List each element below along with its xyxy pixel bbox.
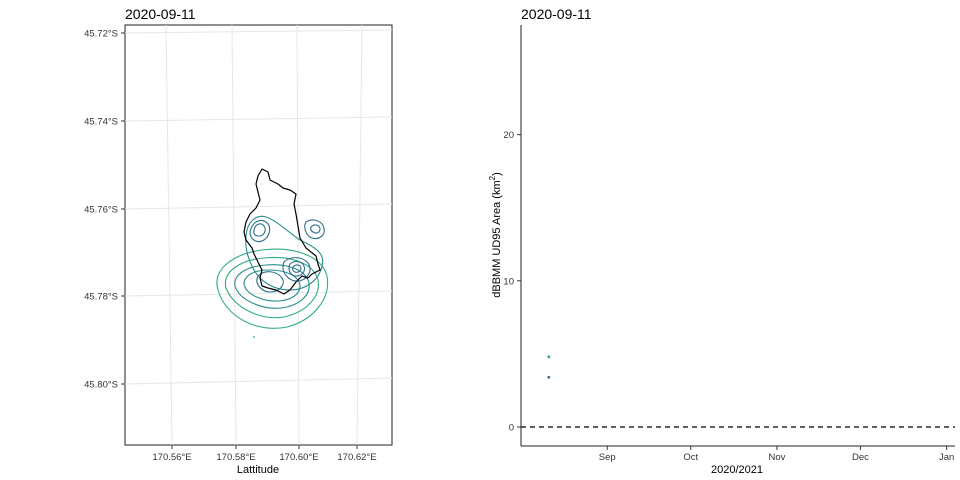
map-x-tick-label: 170.62°E [337, 452, 376, 463]
area-y-tick-label: 10 [503, 276, 514, 287]
map-graticule [124, 24, 393, 446]
map-x-tick-labels: 170.56°E 170.58°E 170.60°E 170.62°E [152, 445, 377, 463]
ud-contour-line [304, 219, 325, 240]
ud-contour-line [249, 219, 271, 243]
area-y-axis-label: dBBMM UD95 Area (km2) [488, 172, 503, 298]
map-y-tick-label: 45.76°S [84, 205, 118, 216]
area-x-tick-label: Sep [599, 452, 616, 463]
ud-contours [216, 215, 329, 338]
study-area-boundary [243, 168, 321, 295]
ud-contour-line [282, 257, 311, 282]
map-lon-gridline [356, 24, 363, 446]
ud-contour-line [234, 264, 310, 309]
area-y-ticks: 0 10 20 [503, 130, 521, 433]
area-data-points [547, 355, 551, 379]
area-x-ticks: Sep Oct Nov Dec Jan [599, 446, 954, 463]
map-x-axis-label: Lattitude [237, 464, 279, 476]
area-x-tick-label: Oct [683, 452, 698, 463]
ud-contour-speck [253, 336, 255, 338]
map-x-tick-label: 170.56°E [152, 452, 191, 463]
map-lon-gridline [231, 24, 237, 446]
map-y-tick-label: 45.80°S [84, 380, 118, 391]
area-y-tick-label: 20 [503, 130, 514, 141]
map-panel: 2020-09-11 45.72°S45.74°S45.76°S45.78°S4… [84, 6, 393, 476]
ud-contour-line [243, 269, 301, 302]
map-y-tick-label: 45.72°S [84, 29, 118, 40]
area-x-tick-label: Dec [852, 452, 869, 463]
map-lat-gridline [124, 29, 393, 34]
map-lon-gridline [165, 24, 173, 446]
ud-contour-line [253, 223, 266, 237]
area-title: 2020-09-11 [521, 6, 592, 22]
map-plot-area [124, 24, 393, 446]
map-y-tick-label: 45.74°S [84, 117, 118, 128]
map-y-tick-label: 45.78°S [84, 292, 118, 303]
ud-contour-line [245, 215, 324, 291]
ud-contour-line [216, 248, 329, 329]
ud-contour-line [310, 224, 321, 234]
ud-contour-line [256, 271, 284, 293]
ud-contour-line [288, 261, 306, 277]
map-x-tick-label: 170.58°E [216, 452, 255, 463]
area-data-point [547, 355, 551, 359]
map-lon-gridline [296, 24, 300, 446]
ud-contour-line [292, 264, 302, 273]
area-x-axis-label: 2020/2021 [711, 464, 763, 476]
area-panel: 2020-09-11 0 10 20 Sep Oct Nov Dec Jan dBBMM U… [488, 6, 955, 476]
area-data-point [547, 375, 551, 379]
ud-contour-line [224, 256, 319, 319]
map-title: 2020-09-11 [125, 6, 196, 22]
area-x-tick-label: Jan [939, 452, 954, 463]
map-lat-gridline [124, 377, 393, 385]
map-lat-gridline [124, 116, 393, 122]
map-lat-gridline [124, 203, 393, 210]
study-area-outline [243, 168, 321, 295]
map-x-tick-label: 170.60°E [279, 452, 318, 463]
area-x-tick-label: Nov [768, 452, 785, 463]
area-y-tick-label: 0 [509, 422, 514, 433]
map-y-tick-labels: 45.72°S 45.74°S 45.76°S 45.78°S 45.80°S [84, 29, 125, 391]
